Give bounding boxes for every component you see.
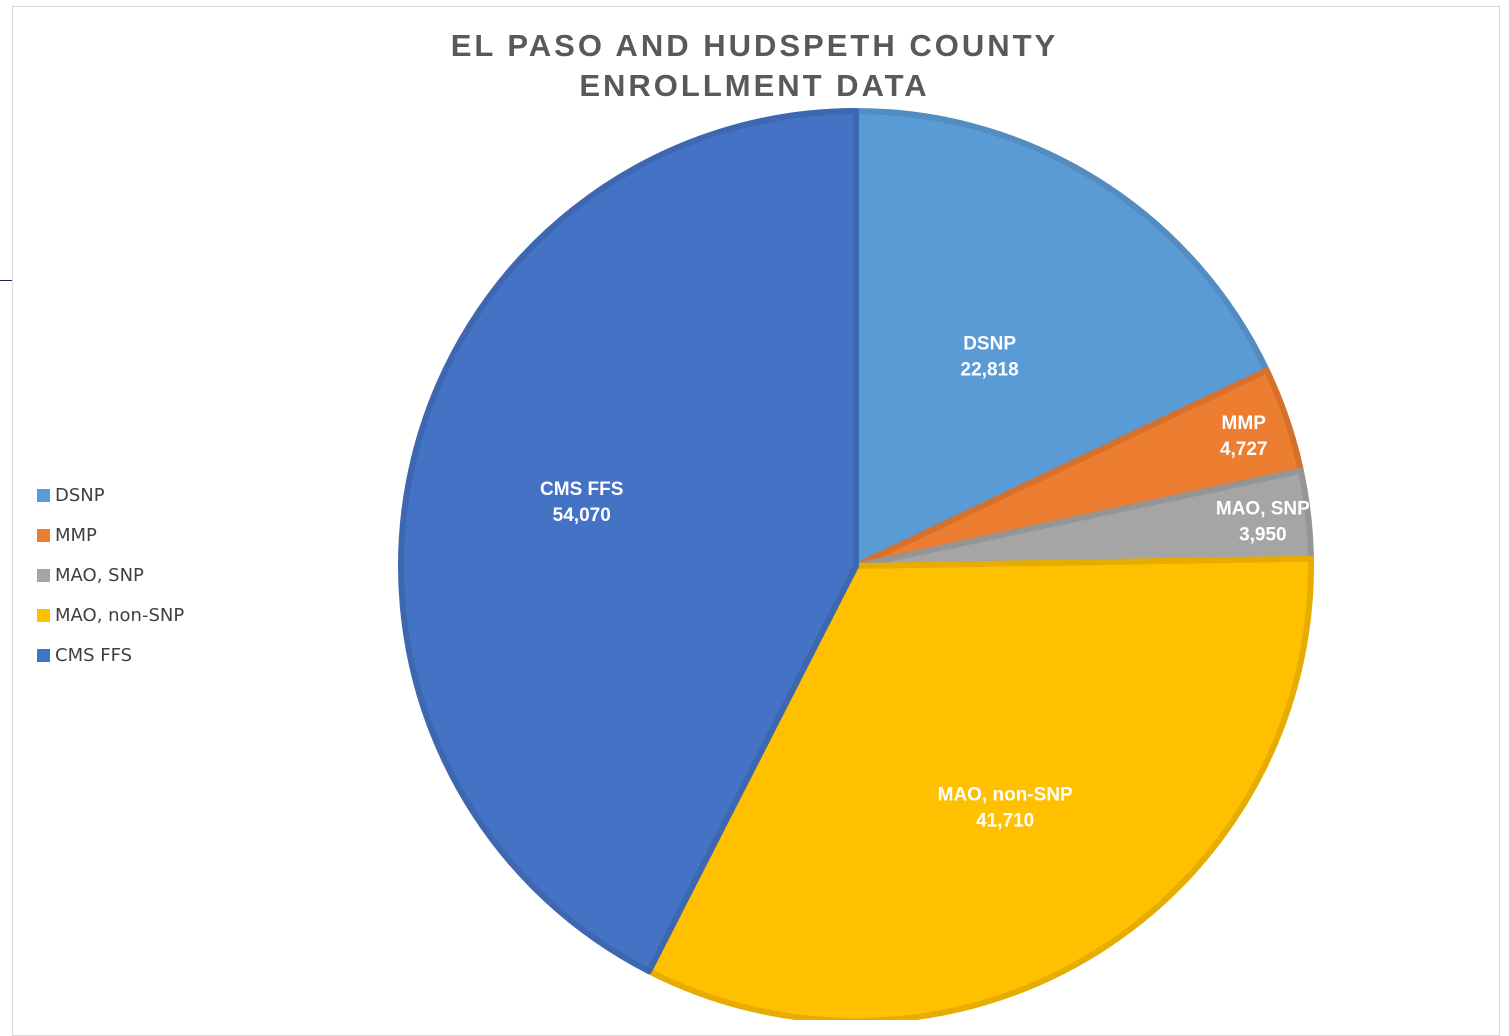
legend-item-mmp: MMP bbox=[37, 515, 184, 555]
chart-legend: DSNP MMP MAO, SNP MAO, non-SNP CMS FFS bbox=[37, 475, 184, 675]
legend-label: MAO, SNP bbox=[55, 564, 144, 586]
data-label-value: 22,818 bbox=[961, 359, 1019, 380]
data-label-category: DSNP bbox=[963, 333, 1016, 354]
pie-slice-cms-ffs bbox=[398, 108, 859, 975]
pie-slice-mao-non-snp bbox=[645, 555, 1314, 1020]
chart-title: EL PASO AND HUDSPETH COUNTY ENROLLMENT D… bbox=[0, 26, 1509, 106]
data-label-mao-snp: MAO, SNP 3,950 bbox=[1216, 499, 1310, 546]
legend-swatch bbox=[37, 648, 50, 662]
legend-swatch bbox=[37, 488, 50, 502]
data-label-category: CMS FFS bbox=[540, 479, 623, 500]
pie-data-labels: DSNP 22,818 MMP 4,727 MAO, SNP 3,950 MAO, non-… bbox=[540, 333, 1310, 831]
data-label-dsnp: DSNP 22,818 bbox=[961, 333, 1019, 380]
legend-item-cms-ffs: CMS FFS bbox=[37, 635, 184, 675]
legend-item-mao-non-snp: MAO, non-SNP bbox=[37, 595, 184, 635]
pie-slices bbox=[398, 108, 1314, 1020]
data-label-value: 3,950 bbox=[1239, 525, 1287, 546]
legend-label: DSNP bbox=[55, 484, 105, 506]
chart-title-line-1: EL PASO AND HUDSPETH COUNTY bbox=[450, 28, 1059, 63]
data-label-category: MMP bbox=[1222, 413, 1267, 434]
data-label-category: MAO, SNP bbox=[1216, 499, 1310, 520]
data-label-cms-ffs: CMS FFS 54,070 bbox=[540, 479, 623, 526]
legend-swatch bbox=[37, 608, 50, 622]
data-label-mao-non-snp: MAO, non-SNP 41,710 bbox=[938, 784, 1073, 831]
data-label-value: 4,727 bbox=[1220, 439, 1268, 460]
legend-item-dsnp: DSNP bbox=[37, 475, 184, 515]
data-label-category: MAO, non-SNP bbox=[938, 784, 1073, 805]
legend-label: MAO, non-SNP bbox=[55, 604, 185, 626]
legend-label: MMP bbox=[55, 524, 97, 546]
data-label-value: 41,710 bbox=[976, 810, 1034, 831]
data-label-mmp: MMP 4,727 bbox=[1220, 413, 1268, 460]
pie-slice-dsnp bbox=[853, 108, 1270, 569]
legend-label: CMS FFS bbox=[55, 644, 133, 666]
legend-swatch bbox=[37, 568, 50, 582]
data-label-value: 54,070 bbox=[553, 505, 611, 526]
chart-title-line-2: ENROLLMENT DATA bbox=[579, 68, 930, 103]
legend-item-mao-snp: MAO, SNP bbox=[37, 555, 184, 595]
legend-swatch bbox=[37, 528, 50, 542]
edge-divider bbox=[0, 280, 12, 281]
